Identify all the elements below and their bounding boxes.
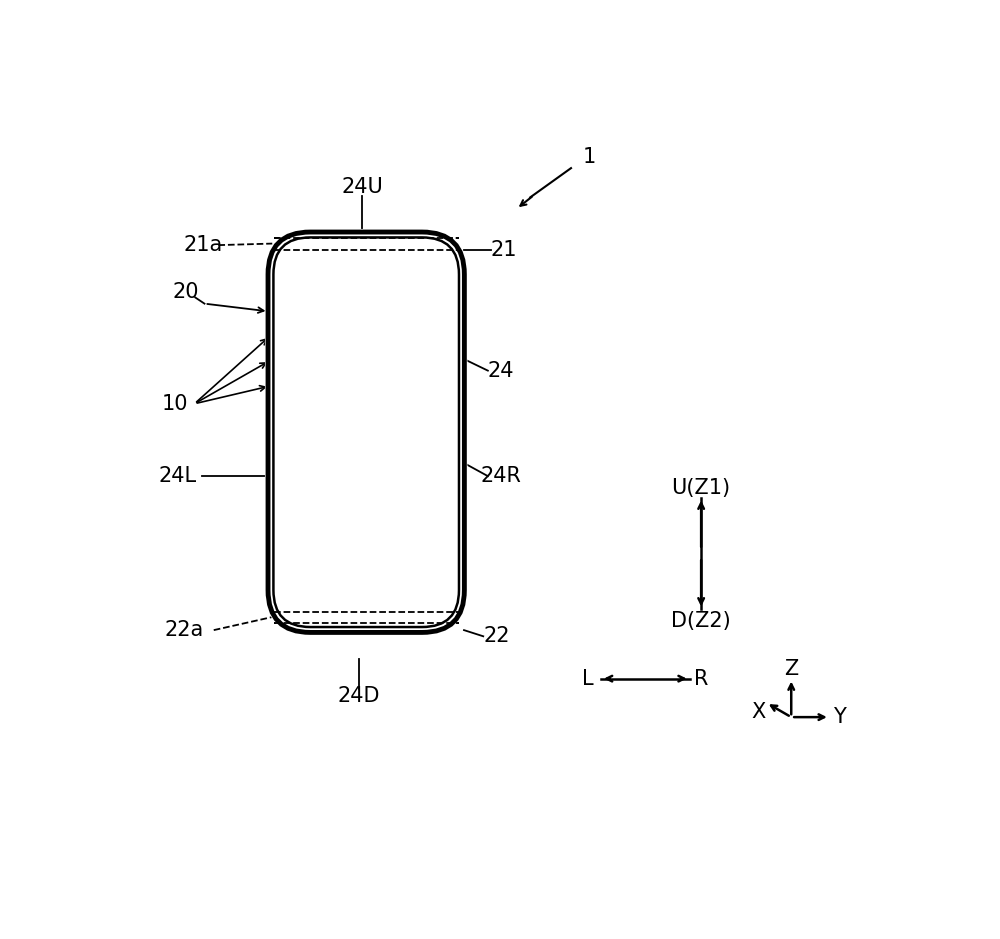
Text: 1: 1 [583, 146, 596, 166]
Text: 24R: 24R [481, 466, 521, 486]
FancyBboxPatch shape [265, 229, 467, 636]
Text: D(Z2): D(Z2) [671, 611, 731, 631]
Text: 10: 10 [162, 393, 188, 414]
Text: 24D: 24D [337, 686, 380, 706]
Text: 21a: 21a [183, 235, 223, 255]
Text: L: L [582, 669, 594, 688]
Text: 24L: 24L [158, 466, 197, 486]
Text: 24: 24 [488, 361, 514, 380]
Text: 22a: 22a [164, 620, 203, 640]
Text: 21: 21 [490, 239, 517, 260]
Text: R: R [694, 669, 708, 688]
Text: 20: 20 [172, 282, 198, 302]
Text: U(Z1): U(Z1) [672, 478, 731, 498]
Text: Y: Y [833, 707, 846, 727]
Text: Z: Z [784, 659, 798, 680]
Text: 22: 22 [484, 626, 510, 646]
Text: 24U: 24U [341, 177, 383, 197]
Text: X: X [751, 702, 766, 722]
FancyBboxPatch shape [268, 232, 464, 633]
